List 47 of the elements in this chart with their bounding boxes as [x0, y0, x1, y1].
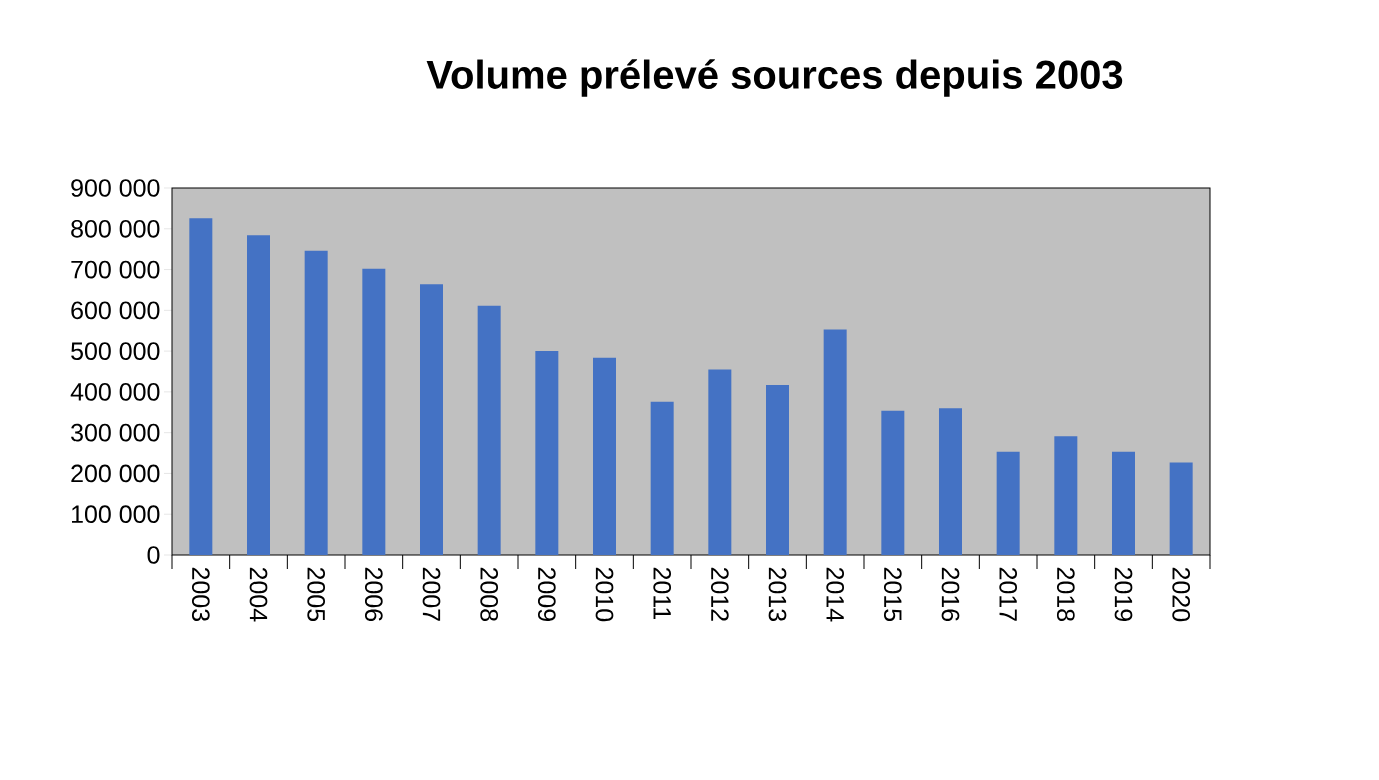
x-tick-label: 2015 [883, 567, 902, 622]
bar [1169, 462, 1193, 555]
y-tick-label: 400 000 [70, 383, 160, 401]
x-tick-label: 2019 [1114, 567, 1133, 621]
bar [535, 351, 559, 555]
bar [1054, 436, 1078, 555]
y-tick-label: 500 000 [71, 342, 160, 360]
bar [650, 401, 674, 555]
x-tick-label: 2005 [307, 567, 326, 622]
bar [881, 410, 905, 555]
bar [247, 235, 270, 555]
bar [593, 357, 616, 555]
bar [939, 408, 962, 555]
y-tick-label: 200 000 [71, 464, 160, 483]
x-tick-label: 2011 [653, 567, 672, 620]
bar [1112, 451, 1135, 555]
x-tick-label: 2006 [364, 567, 383, 622]
x-tick-label: 2020 [1172, 567, 1191, 622]
y-tick-label: 600 000 [71, 301, 160, 320]
x-tick-label: 2008 [480, 567, 499, 622]
y-tick-label: 100 000 [72, 505, 160, 524]
bar [766, 384, 789, 555]
bar [823, 329, 847, 555]
x-tick-label: 2013 [768, 567, 787, 622]
y-tick-label: 0 [147, 546, 160, 564]
x-tick-label: 2004 [249, 567, 268, 622]
bar [708, 369, 732, 555]
x-tick-label: 2010 [595, 567, 614, 622]
bar [420, 284, 443, 555]
bar [304, 250, 328, 555]
bar [189, 218, 213, 555]
bar [996, 451, 1020, 555]
bar [477, 305, 501, 555]
x-tick-label: 2018 [1056, 567, 1075, 622]
x-tick-label: 2007 [422, 567, 441, 621]
chart-title: Volume prélevé sources depuis 2003 [426, 59, 1123, 97]
y-tick-label: 700 000 [71, 260, 160, 279]
x-tick-label: 2003 [191, 567, 210, 622]
x-tick-label: 2014 [826, 567, 845, 622]
y-tick-label: 900 000 [71, 179, 160, 197]
y-tick-label: 800 000 [71, 219, 160, 238]
x-tick-label: 2017 [999, 567, 1018, 621]
x-tick-label: 2009 [537, 567, 556, 621]
x-tick-label: 2012 [710, 567, 729, 621]
bar [362, 268, 386, 555]
y-tick-label: 300 000 [71, 423, 160, 442]
x-tick-label: 2016 [941, 567, 960, 622]
